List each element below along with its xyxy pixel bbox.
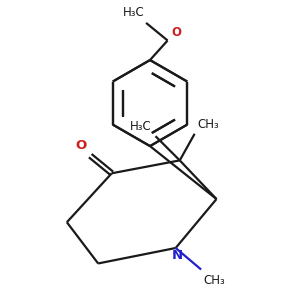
- Text: O: O: [172, 26, 182, 38]
- Text: H₃C: H₃C: [130, 120, 152, 133]
- Text: CH₃: CH₃: [198, 118, 220, 131]
- Text: N: N: [172, 249, 183, 262]
- Text: CH₃: CH₃: [203, 274, 225, 287]
- Text: O: O: [76, 139, 87, 152]
- Text: H₃C: H₃C: [122, 6, 144, 19]
